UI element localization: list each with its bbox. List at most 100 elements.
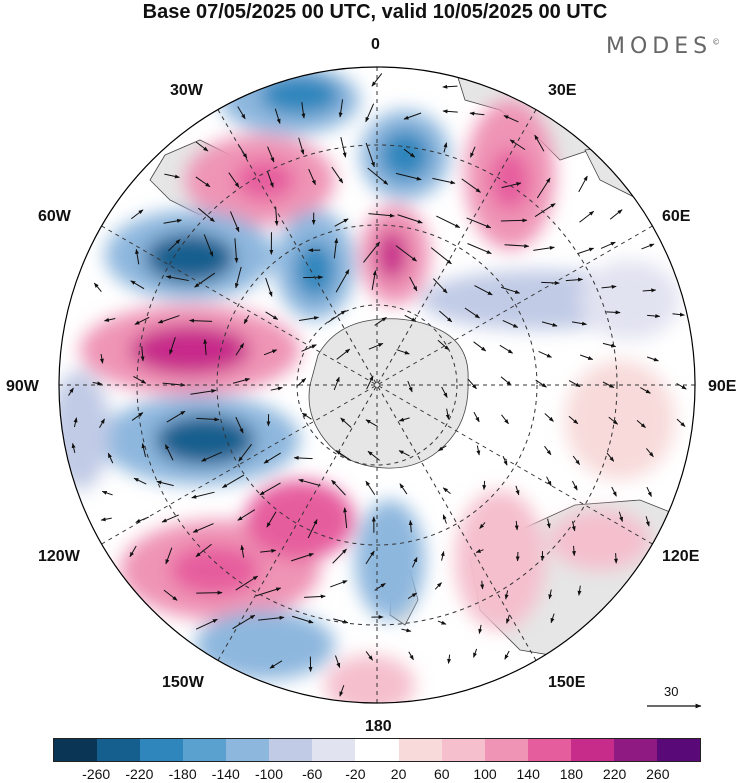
wind-vectors (68, 73, 687, 697)
wind-arrow (503, 115, 519, 123)
lon-label-150w: 150W (162, 674, 204, 691)
meridian-line (101, 225, 653, 545)
wind-arrow (189, 318, 213, 323)
lon-label-90w: 90W (6, 378, 39, 395)
wind-arrow (500, 286, 521, 294)
wind-arrow (333, 376, 340, 391)
wind-arrow (365, 419, 378, 428)
wind-arrow (99, 418, 105, 429)
colorbar-bin (527, 739, 571, 761)
wind-arrow (534, 134, 545, 152)
lon-label-90e: 90E (708, 378, 737, 395)
wind-arrow (371, 270, 377, 290)
colorbar-tick-label: -260 (82, 766, 111, 782)
meridian-line (101, 225, 653, 545)
wind-arrow (600, 241, 616, 249)
wind-arrow (504, 243, 530, 248)
lon-label-120e: 120E (662, 548, 700, 565)
lon-label-30e: 30E (548, 82, 577, 99)
wind-arrow (579, 210, 595, 223)
wind-arrow (164, 173, 180, 179)
wind-arrow (480, 580, 485, 590)
wind-arrow (437, 620, 447, 625)
lon-label-60e: 60E (662, 208, 691, 225)
wind-arrow (504, 650, 510, 660)
wind-arrow (544, 445, 552, 456)
wind-arrow (228, 172, 240, 188)
wind-arrow (568, 380, 581, 388)
colorbar-tick-label: 220 (602, 766, 627, 782)
colorbar-tick-label: -220 (125, 766, 154, 782)
wind-arrow (163, 589, 178, 601)
wind-arrow (443, 142, 448, 153)
colorbar-bin (140, 739, 184, 761)
wind-arrow (156, 480, 174, 487)
anomaly-pos-150e (455, 490, 545, 630)
wind-arrow (198, 207, 215, 222)
wind-arrow (515, 485, 520, 496)
wind-arrow (479, 522, 486, 529)
wind-arrow (301, 412, 312, 420)
wind-arrow (135, 248, 140, 265)
colorbar-bin (183, 739, 227, 761)
wind-arrow (469, 111, 485, 116)
colorbar-bin (269, 739, 313, 761)
wind-arrow (541, 321, 558, 327)
wind-arrow (473, 411, 480, 423)
colorbar-tick-label: -180 (168, 766, 197, 782)
wind-arrow (196, 417, 220, 422)
wind-arrow (646, 486, 652, 497)
wind-arrow (401, 628, 412, 633)
wind-arrow (195, 141, 209, 152)
wind-arrow (334, 218, 349, 227)
wind-arrow (641, 243, 655, 250)
wind-arrow (270, 386, 283, 391)
wind-arrow (636, 420, 646, 428)
wind-arrow (266, 170, 274, 188)
wind-arrow (330, 580, 348, 588)
wind-arrow (194, 272, 216, 288)
wind-arrow (437, 339, 450, 351)
wind-arrow (672, 312, 685, 317)
wind-arrow (461, 178, 481, 193)
map-title: Base 07/05/2025 00 UTC, valid 10/05/2025… (142, 1, 608, 23)
wind-arrow (68, 387, 74, 396)
wind-arrow (164, 444, 174, 461)
wind-arrow (157, 315, 180, 324)
wind-arrow (367, 450, 380, 461)
wind-arrow (536, 177, 551, 199)
wind-arrow (611, 486, 617, 497)
wind-arrow (301, 344, 317, 352)
wind-arrow (501, 182, 522, 189)
wind-arrow (73, 417, 78, 428)
wind-arrow (365, 103, 375, 123)
wind-arrow (258, 615, 285, 621)
wind-arrow (291, 553, 314, 562)
wind-arrow (467, 243, 492, 255)
wind-arrow (408, 651, 414, 661)
reference-vector-label: 30 (664, 684, 679, 699)
wind-arrow (535, 379, 547, 388)
wind-arrow (332, 548, 347, 564)
wind-arrow (291, 615, 314, 624)
wind-arrow (334, 655, 341, 669)
wind-arrow (577, 585, 582, 596)
wind-arrow (642, 288, 657, 293)
wind-arrow (232, 378, 251, 384)
anomaly-neg-70e (580, 260, 680, 340)
wind-arrow (260, 548, 277, 553)
wind-arrow (602, 342, 617, 348)
wind-arrow (234, 266, 242, 289)
wind-arrow (613, 553, 618, 564)
wind-arrow (482, 480, 487, 491)
anomaly-field (59, 67, 680, 703)
wind-arrow (442, 109, 458, 114)
wind-arrow (93, 282, 102, 292)
colorbar-bin (570, 739, 614, 761)
wind-arrow (538, 350, 552, 358)
wind-arrow (430, 247, 452, 265)
wind-arrow (470, 146, 476, 158)
colorbar-tick-label: -60 (302, 766, 323, 782)
wind-arrow (92, 381, 103, 386)
wind-arrow (500, 376, 512, 386)
